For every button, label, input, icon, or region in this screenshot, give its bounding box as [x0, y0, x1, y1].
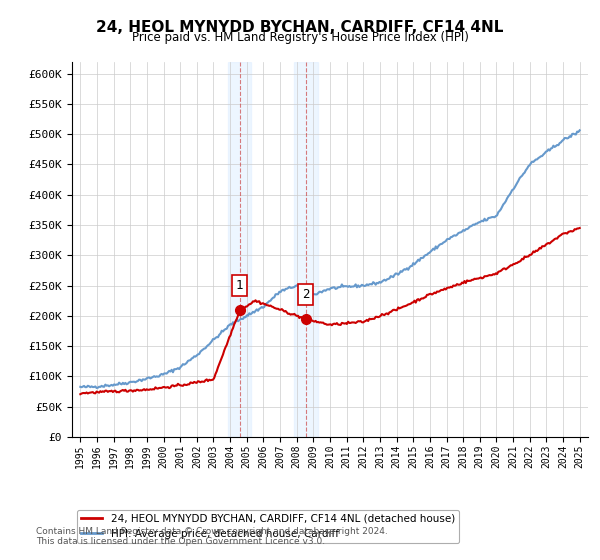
Bar — [294, 62, 317, 437]
Legend: 24, HEOL MYNYDD BYCHAN, CARDIFF, CF14 4NL (detached house), HPI: Average price, : 24, HEOL MYNYDD BYCHAN, CARDIFF, CF14 4N… — [77, 510, 459, 543]
Text: Price paid vs. HM Land Registry's House Price Index (HPI): Price paid vs. HM Land Registry's House … — [131, 31, 469, 44]
Text: 1: 1 — [236, 279, 244, 292]
Bar — [228, 62, 251, 437]
Text: Contains HM Land Registry data © Crown copyright and database right 2024.
This d: Contains HM Land Registry data © Crown c… — [36, 526, 388, 546]
Text: 2: 2 — [302, 288, 310, 301]
Text: 24, HEOL MYNYDD BYCHAN, CARDIFF, CF14 4NL: 24, HEOL MYNYDD BYCHAN, CARDIFF, CF14 4N… — [97, 20, 503, 35]
